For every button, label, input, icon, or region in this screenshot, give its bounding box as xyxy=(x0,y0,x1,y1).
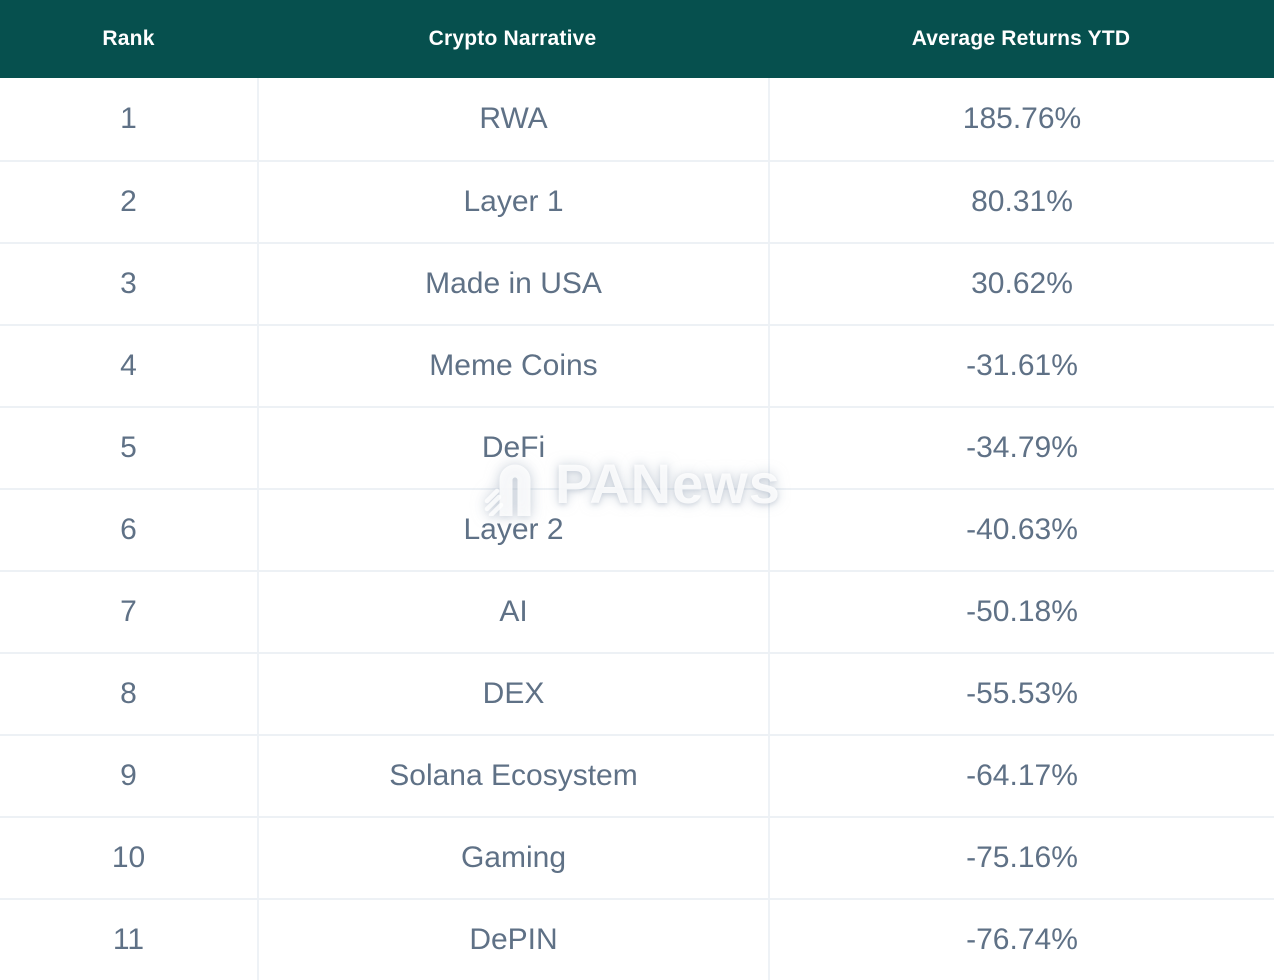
rank-cell: 7 xyxy=(120,595,137,628)
returns-cell: -50.18% xyxy=(768,572,1274,652)
returns-cell: -75.16% xyxy=(768,818,1274,898)
column-header-narrative: Crypto Narrative xyxy=(428,27,597,50)
narrative-cell: AI xyxy=(257,572,768,652)
table-row: 11 DePIN -76.74% xyxy=(0,898,1274,980)
rank-cell: 6 xyxy=(120,513,137,546)
narrative-cell: RWA xyxy=(257,78,768,160)
table-row: 6 Layer 2 -40.63% xyxy=(0,488,1274,570)
narrative-cell: DePIN xyxy=(257,900,768,980)
narrative-cell: Made in USA xyxy=(257,244,768,324)
rank-cell: 5 xyxy=(120,431,137,464)
narrative-cell: Layer 2 xyxy=(257,490,768,570)
rank-cell: 9 xyxy=(120,759,137,792)
returns-cell: -55.53% xyxy=(768,654,1274,734)
table-row: 1 RWA 185.76% xyxy=(0,78,1274,160)
narrative-cell: DEX xyxy=(257,654,768,734)
table-body: 1 RWA 185.76% 2 Layer 1 80.31% 3 Made in USA 30.… xyxy=(0,78,1274,980)
narrative-cell: DeFi xyxy=(257,408,768,488)
returns-cell: 30.62% xyxy=(768,244,1274,324)
returns-cell: 185.76% xyxy=(768,78,1274,160)
column-header-rank: Rank xyxy=(102,27,155,50)
returns-cell: -76.74% xyxy=(768,900,1274,980)
rank-cell: 3 xyxy=(120,267,137,300)
table-row: 5 DeFi -34.79% xyxy=(0,406,1274,488)
table-row: 2 Layer 1 80.31% xyxy=(0,160,1274,242)
returns-cell: 80.31% xyxy=(768,162,1274,242)
table-row: 7 AI -50.18% xyxy=(0,570,1274,652)
narrative-cell: Solana Ecosystem xyxy=(257,736,768,816)
table-row: 8 DEX -55.53% xyxy=(0,652,1274,734)
rank-cell: 1 xyxy=(120,102,137,135)
returns-cell: -40.63% xyxy=(768,490,1274,570)
table-row: 10 Gaming -75.16% xyxy=(0,816,1274,898)
table-row: 9 Solana Ecosystem -64.17% xyxy=(0,734,1274,816)
narrative-cell: Meme Coins xyxy=(257,326,768,406)
column-header-returns: Average Returns YTD xyxy=(911,27,1131,50)
rank-cell: 2 xyxy=(120,185,137,218)
table-header-row: Rank Crypto Narrative Average Returns YT… xyxy=(0,0,1274,78)
rank-cell: 8 xyxy=(120,677,137,710)
narrative-cell: Gaming xyxy=(257,818,768,898)
returns-cell: -64.17% xyxy=(768,736,1274,816)
returns-cell: -31.61% xyxy=(768,326,1274,406)
table-row: 4 Meme Coins -31.61% xyxy=(0,324,1274,406)
rank-cell: 11 xyxy=(112,923,145,956)
narrative-cell: Layer 1 xyxy=(257,162,768,242)
rank-cell: 4 xyxy=(120,349,137,382)
returns-cell: -34.79% xyxy=(768,408,1274,488)
rank-cell: 10 xyxy=(111,841,146,874)
table-row: 3 Made in USA 30.62% xyxy=(0,242,1274,324)
